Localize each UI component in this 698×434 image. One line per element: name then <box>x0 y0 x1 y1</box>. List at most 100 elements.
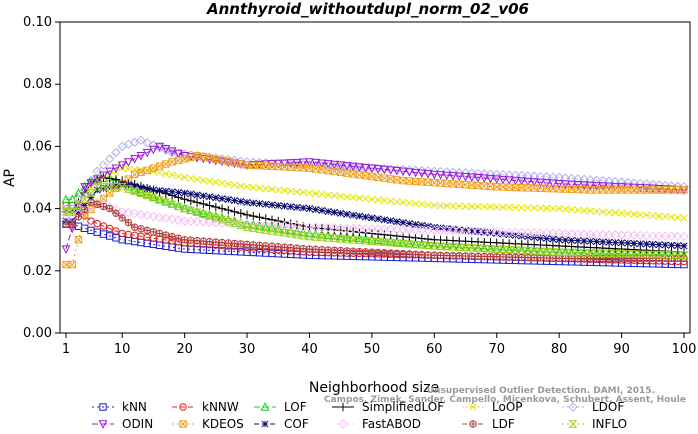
point-simplifiedlof <box>342 226 352 236</box>
point-ldf <box>511 253 520 261</box>
point-inflo <box>498 245 508 254</box>
point-ldf <box>493 253 501 261</box>
point-cof <box>343 210 351 218</box>
point-simplifiedlof <box>224 205 233 215</box>
point-ldof <box>104 154 115 164</box>
point-inflo <box>236 221 246 230</box>
point-knnw <box>87 217 95 225</box>
y-axis-label: AP <box>2 169 18 187</box>
point-cof <box>642 240 651 248</box>
point-ldof <box>80 185 90 195</box>
point-kdeos <box>480 182 488 190</box>
point-odin <box>567 180 577 190</box>
point-fastabod <box>423 225 433 235</box>
point-inflo <box>248 224 258 232</box>
point-ldf <box>155 229 164 238</box>
point-fastabod <box>504 227 514 237</box>
point-inflo <box>517 246 527 254</box>
point-inflo <box>136 189 146 198</box>
series-ldf <box>62 198 688 263</box>
point-loop <box>318 190 326 198</box>
legend-marker <box>338 402 348 412</box>
point-fastabod <box>242 219 252 229</box>
legend-label: ODIN <box>122 417 153 431</box>
point-inflo <box>267 227 277 235</box>
point-loop <box>586 207 594 215</box>
point-kdeos <box>361 171 370 180</box>
point-simplifiedlof <box>380 230 389 239</box>
point-ldf <box>174 234 183 242</box>
point-fastabod <box>329 223 340 233</box>
point-fastabod <box>604 230 614 240</box>
point-inflo <box>667 251 676 259</box>
x-tick-label: 30 <box>239 342 256 357</box>
point-ldf <box>237 240 245 248</box>
point-inflo <box>373 238 383 246</box>
point-ldof <box>648 179 658 190</box>
point-loop <box>206 177 214 185</box>
point-ldf <box>380 249 389 257</box>
point-fastabod <box>516 227 527 238</box>
point-fastabod <box>129 208 140 219</box>
point-fastabod <box>591 229 602 240</box>
point-kdeos <box>380 174 389 182</box>
point-inflo <box>86 189 96 197</box>
point-ldf <box>243 240 251 249</box>
point-odin <box>542 179 552 188</box>
point-odin <box>111 164 121 174</box>
point-odin <box>448 172 458 181</box>
point-inflo <box>292 231 302 239</box>
point-cof <box>511 231 520 239</box>
point-loop <box>474 203 482 211</box>
point-ldf <box>274 242 282 251</box>
point-inflo <box>361 237 371 245</box>
point-cof <box>380 216 388 224</box>
legend-item-knn: kNN <box>92 400 147 414</box>
legend-label: SimplifiedLOF <box>362 400 444 414</box>
point-kdeos <box>180 155 189 163</box>
point-inflo <box>423 241 433 250</box>
point-loop <box>299 188 307 196</box>
point-ldf <box>68 220 76 228</box>
point-inflo <box>392 239 402 247</box>
point-ldf <box>318 245 326 254</box>
legend-marker <box>260 402 270 411</box>
point-lof <box>67 194 77 203</box>
point-cof <box>212 194 220 202</box>
point-cof <box>124 181 132 189</box>
point-kdeos <box>68 260 76 269</box>
point-inflo <box>479 244 489 253</box>
legend-marker <box>469 420 477 428</box>
point-cof <box>255 200 264 208</box>
point-loop <box>387 197 395 205</box>
point-ldf <box>436 251 445 260</box>
point-knn <box>81 224 89 232</box>
point-inflo <box>105 183 115 191</box>
point-fastabod <box>298 222 308 232</box>
point-kdeos <box>155 162 164 170</box>
point-fastabod <box>535 228 546 238</box>
legend-label: LDF <box>492 417 515 431</box>
point-ldf <box>193 236 201 245</box>
point-odin <box>479 174 489 184</box>
point-ldof <box>298 160 308 170</box>
point-loop <box>461 202 470 210</box>
point-simplifiedlof <box>249 211 258 221</box>
point-lof <box>404 238 414 248</box>
point-inflo <box>567 248 577 257</box>
point-inflo <box>330 234 339 243</box>
point-cof <box>611 238 619 247</box>
point-inflo <box>348 236 358 244</box>
point-loop <box>374 196 382 204</box>
point-kdeos <box>624 186 632 194</box>
point-fastabod <box>454 226 464 236</box>
point-ldof <box>67 203 77 214</box>
point-odin <box>373 165 383 174</box>
point-ldf <box>424 251 432 259</box>
point-inflo <box>642 250 651 259</box>
point-odin <box>579 181 589 190</box>
point-cof <box>661 241 669 249</box>
point-ldof <box>541 172 552 182</box>
point-odin <box>411 168 420 178</box>
point-cof <box>586 237 594 245</box>
